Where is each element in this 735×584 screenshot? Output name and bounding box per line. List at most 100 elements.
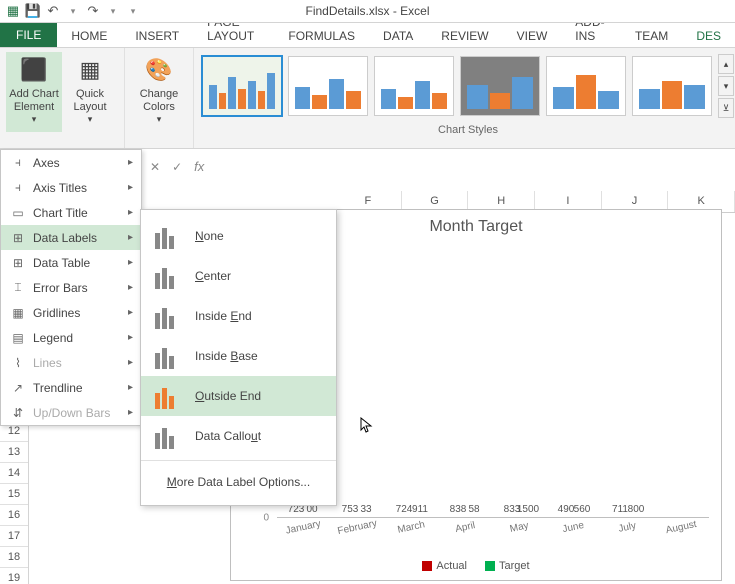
tab-home[interactable]: HOME bbox=[57, 25, 121, 47]
legend-target-swatch bbox=[485, 561, 495, 571]
label-target-May: 1500 bbox=[517, 504, 539, 515]
tab-design[interactable]: DES bbox=[682, 25, 735, 47]
submenu-more-options[interactable]: More Data Label Options... bbox=[141, 465, 336, 499]
ribbon-tabs: FILE HOME INSERT PAGE LAYOUT FORMULAS DA… bbox=[0, 23, 735, 48]
chart-style-6[interactable] bbox=[632, 56, 712, 116]
styles-scroll-up[interactable]: ▴ bbox=[718, 54, 734, 74]
legend-actual[interactable]: Actual bbox=[422, 560, 467, 572]
plot-area[interactable]: 7230075333724911838588331500490560711800 bbox=[277, 258, 709, 518]
category-January: January bbox=[276, 517, 333, 546]
ytick-0: 0 bbox=[263, 513, 269, 524]
submenu-none[interactable]: None bbox=[141, 216, 336, 256]
category-May: May bbox=[492, 517, 549, 546]
menu-updown-bars-label: Up/Down Bars bbox=[33, 406, 110, 420]
save-icon[interactable]: 💾 bbox=[24, 2, 42, 20]
legend-target-label: Target bbox=[499, 560, 530, 572]
undo-dropdown-icon[interactable]: ▾ bbox=[64, 2, 82, 20]
legend[interactable]: Actual Target bbox=[231, 560, 721, 572]
legend-target[interactable]: Target bbox=[485, 560, 530, 572]
redo-icon[interactable]: ↷ bbox=[84, 2, 102, 20]
row-header-14[interactable]: 14 bbox=[0, 463, 28, 484]
menu-lines: ⌇Lines▸ bbox=[1, 350, 141, 375]
tab-insert[interactable]: INSERT bbox=[121, 25, 193, 47]
quick-layout-label: Quick Layout bbox=[62, 88, 118, 114]
add-chart-element-button[interactable]: ⬛ Add Chart Element▾ bbox=[6, 52, 62, 132]
category-February: February bbox=[330, 517, 387, 546]
chart-style-4[interactable] bbox=[460, 56, 540, 116]
qat-customize-icon[interactable]: ▾ bbox=[124, 2, 142, 20]
tab-team[interactable]: TEAM bbox=[621, 25, 682, 47]
styles-more[interactable]: ⊻ bbox=[718, 98, 734, 118]
row-header-17[interactable]: 17 bbox=[0, 526, 28, 547]
menu-updown-bars: ⇵Up/Down Bars▸ bbox=[1, 400, 141, 425]
submenu-inside-end[interactable]: Inside End bbox=[141, 296, 336, 336]
add-chart-element-label: Add Chart Element bbox=[6, 88, 62, 114]
submenu-center[interactable]: Center bbox=[141, 256, 336, 296]
group-change-colors: 🎨 Change Colors▾ bbox=[125, 48, 194, 148]
category-July: July bbox=[600, 517, 657, 546]
menu-trendline[interactable]: ↗Trendline▸ bbox=[1, 375, 141, 400]
undo-icon[interactable]: ↶ bbox=[44, 2, 62, 20]
redo-dropdown-icon[interactable]: ▾ bbox=[104, 2, 122, 20]
submenu-inside-base[interactable]: Inside Base bbox=[141, 336, 336, 376]
cancel-icon[interactable]: ✕ bbox=[150, 160, 160, 174]
row-header-15[interactable]: 15 bbox=[0, 484, 28, 505]
menu-trendline-label: Trendline bbox=[33, 381, 83, 395]
menu-axes[interactable]: ⫞Axes▸ bbox=[1, 150, 141, 175]
label-actual-June: 490 bbox=[558, 504, 575, 515]
chart-style-5[interactable] bbox=[546, 56, 626, 116]
menu-gridlines[interactable]: ▦Gridlines▸ bbox=[1, 300, 141, 325]
label-target-April: 58 bbox=[468, 504, 479, 515]
menu-error-bars[interactable]: ⌶Error Bars▸ bbox=[1, 275, 141, 300]
excel-icon: ▦ bbox=[4, 2, 22, 20]
menu-data-table-label: Data Table bbox=[33, 256, 90, 270]
tab-formulas[interactable]: FORMULAS bbox=[274, 25, 369, 47]
menu-axis-titles[interactable]: ⫞Axis Titles▸ bbox=[1, 175, 141, 200]
chart-styles-label: Chart Styles bbox=[194, 124, 735, 138]
row-header-13[interactable]: 13 bbox=[0, 442, 28, 463]
styles-scroll-down[interactable]: ▾ bbox=[718, 76, 734, 96]
tab-file[interactable]: FILE bbox=[0, 23, 57, 47]
menu-data-labels[interactable]: ⊞Data Labels▸ bbox=[1, 225, 141, 250]
row-header-18[interactable]: 18 bbox=[0, 547, 28, 568]
menu-axis-titles-label: Axis Titles bbox=[33, 181, 87, 195]
enter-icon[interactable]: ✓ bbox=[172, 160, 182, 174]
change-colors-button[interactable]: 🎨 Change Colors▾ bbox=[131, 52, 187, 132]
menu-chart-title[interactable]: ▭Chart Title▸ bbox=[1, 200, 141, 225]
menu-data-table[interactable]: ⊞Data Table▸ bbox=[1, 250, 141, 275]
tab-data[interactable]: DATA bbox=[369, 25, 427, 47]
label-actual-March: 724 bbox=[396, 504, 413, 515]
chart-style-2[interactable] bbox=[288, 56, 368, 116]
ribbon: ⬛ Add Chart Element▾ ▦ Quick Layout▾ 🎨 C… bbox=[0, 48, 735, 149]
menu-legend-label: Legend bbox=[33, 331, 73, 345]
change-colors-icon: 🎨 bbox=[143, 54, 175, 86]
fx-icon[interactable]: fx bbox=[194, 159, 204, 174]
tab-review[interactable]: REVIEW bbox=[427, 25, 502, 47]
chart-style-1[interactable] bbox=[202, 56, 282, 116]
quick-layout-icon: ▦ bbox=[74, 54, 106, 86]
row-header-19[interactable]: 19 bbox=[0, 568, 28, 584]
submenu-data-callout[interactable]: Data Callout bbox=[141, 416, 336, 456]
category-August: August bbox=[654, 517, 711, 546]
label-target-February: 33 bbox=[360, 504, 371, 515]
tab-view[interactable]: VIEW bbox=[503, 25, 562, 47]
quick-access-toolbar: ▦ 💾 ↶ ▾ ↷ ▾ ▾ bbox=[0, 2, 142, 20]
formula-bar[interactable]: ✕ ✓ fx bbox=[150, 159, 204, 174]
category-March: March bbox=[384, 517, 441, 546]
menu-legend[interactable]: ▤Legend▸ bbox=[1, 325, 141, 350]
data-labels-submenu: None Center Inside End Inside Base Outsi… bbox=[140, 209, 337, 506]
label-target-June: 560 bbox=[574, 504, 591, 515]
label-actual-July: 711 bbox=[612, 504, 628, 515]
menu-data-labels-label: Data Labels bbox=[33, 231, 97, 245]
submenu-separator bbox=[141, 460, 336, 461]
chart-style-3[interactable] bbox=[374, 56, 454, 116]
change-colors-label: Change Colors bbox=[131, 88, 187, 114]
chart-styles-gallery[interactable]: ▴ ▾ ⊻ bbox=[194, 48, 735, 124]
window-title: FindDetails.xlsx - Excel bbox=[305, 4, 429, 18]
row-header-16[interactable]: 16 bbox=[0, 505, 28, 526]
quick-layout-button[interactable]: ▦ Quick Layout▾ bbox=[62, 52, 118, 132]
submenu-outside-end[interactable]: Outside End bbox=[141, 376, 336, 416]
title-bar: ▦ 💾 ↶ ▾ ↷ ▾ ▾ FindDetails.xlsx - Excel bbox=[0, 0, 735, 23]
label-actual-February: 753 bbox=[342, 504, 359, 515]
add-chart-element-icon: ⬛ bbox=[18, 54, 50, 86]
